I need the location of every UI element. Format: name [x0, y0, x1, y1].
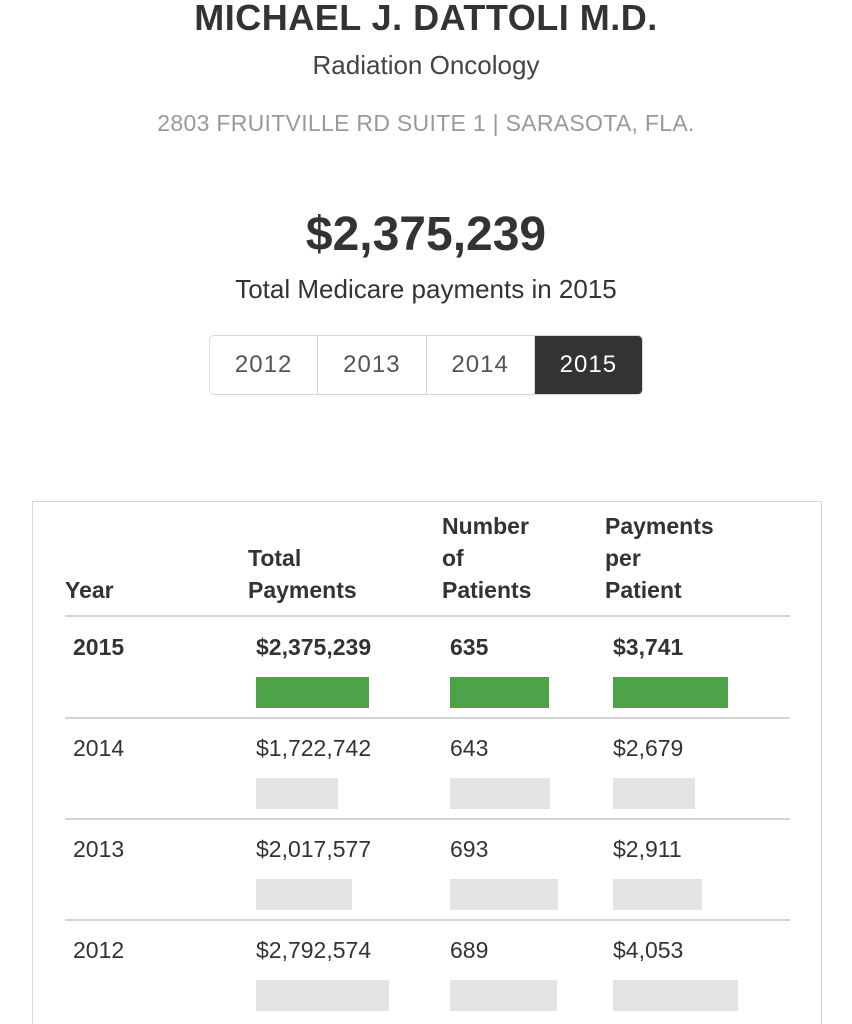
row-divider: [65, 818, 790, 820]
year-cell: 2012: [73, 937, 125, 963]
payments-table: Year Total Payments Number of Patients Paym…: [32, 501, 822, 1024]
year-cell: 2015: [73, 634, 125, 660]
patients-cell: 689: [450, 937, 489, 963]
year-tab-2015[interactable]: 2015: [534, 336, 642, 394]
per-patient-bar: [613, 980, 738, 1011]
per-patient-bar: [613, 677, 728, 708]
year-cell: 2014: [73, 735, 125, 761]
table-row: 2013 $2,017,577 693 $2,911: [33, 819, 823, 921]
patients-bar: [450, 879, 558, 910]
year-tab-2013[interactable]: 2013: [318, 336, 427, 394]
per-patient-bar: [613, 879, 702, 910]
patients-bar: [450, 980, 557, 1011]
column-header-number-of-patients: Number of Patients: [442, 513, 532, 603]
total-payments-cell: $1,722,742: [256, 735, 372, 761]
total-payments-bar: [256, 980, 389, 1011]
column-header-year: Year: [65, 577, 114, 603]
patients-cell: 635: [450, 634, 489, 660]
total-payments-amount: $2,375,239: [305, 208, 547, 261]
header-divider: [65, 615, 790, 617]
per-patient-cell: $2,679: [613, 735, 684, 761]
year-tabs: 2012 2013 2014 2015: [209, 335, 643, 395]
total-payments-cell: $2,375,239: [256, 634, 372, 660]
patients-cell: 643: [450, 735, 489, 761]
total-payments-bar: [256, 778, 338, 809]
year-tab-2014[interactable]: 2014: [426, 336, 535, 394]
total-payments-bar: [256, 879, 352, 910]
provider-address: 2803 FRUITVILLE RD SUITE 1 | SARASOTA, F…: [157, 110, 695, 136]
per-patient-cell: $3,741: [613, 634, 684, 660]
patients-cell: 693: [450, 836, 489, 862]
patients-bar: [450, 778, 550, 809]
total-payments-cell: $2,792,574: [256, 937, 372, 963]
total-payments-cell: $2,017,577: [256, 836, 372, 862]
provider-specialty: Radiation Oncology: [312, 50, 540, 80]
provider-name: MICHAEL J. DATTOLI M.D.: [194, 0, 658, 38]
total-payments-bar: [256, 677, 369, 708]
per-patient-cell: $2,911: [613, 836, 682, 862]
row-divider: [65, 919, 790, 921]
table-row: 2014 $1,722,742 643 $2,679: [33, 718, 823, 820]
column-header-total-payments: Total Payments: [248, 545, 357, 603]
patients-bar: [450, 677, 549, 708]
table-row: 2015 $2,375,239 635 $3,741: [33, 617, 823, 719]
table-row: 2012 $2,792,574 689 $4,053: [33, 920, 823, 1021]
per-patient-cell: $4,053: [613, 937, 684, 963]
year-cell: 2013: [73, 836, 125, 862]
total-payments-caption: Total Medicare payments in 2015: [235, 274, 617, 304]
year-tab-2012[interactable]: 2012: [210, 336, 319, 394]
column-header-payments-per-patient: Payments per Patient: [605, 513, 714, 603]
per-patient-bar: [613, 778, 695, 809]
row-divider: [65, 717, 790, 719]
